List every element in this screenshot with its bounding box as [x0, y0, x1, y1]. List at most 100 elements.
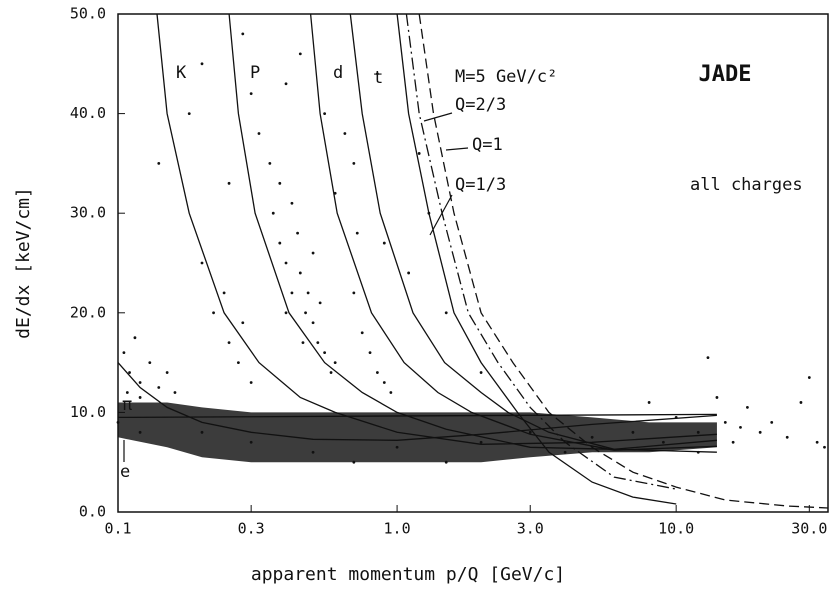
x-tick-label: 0.1 — [104, 520, 131, 538]
point — [298, 271, 302, 275]
point — [758, 430, 762, 434]
point — [323, 351, 327, 355]
k-label: K — [176, 63, 187, 83]
point — [528, 430, 532, 434]
y-tick-label: 50.0 — [70, 5, 106, 23]
t-label: t — [373, 68, 383, 88]
p-label: P — [250, 63, 260, 83]
mass-label: M=5 GeV/c² — [455, 67, 557, 87]
point — [241, 321, 245, 325]
point — [696, 430, 700, 434]
point — [479, 440, 483, 444]
point — [746, 406, 749, 409]
point — [200, 62, 204, 66]
x-tick-label: 0.3 — [238, 520, 265, 538]
point — [122, 351, 126, 355]
point — [647, 401, 651, 404]
curve — [117, 413, 717, 419]
point — [807, 376, 811, 379]
curve — [156, 13, 717, 445]
point — [360, 331, 364, 335]
point — [227, 181, 231, 185]
point — [323, 112, 327, 115]
point — [311, 251, 315, 255]
y-tick-label: 0.0 — [79, 503, 106, 521]
point — [200, 430, 204, 434]
d-label: d — [333, 63, 343, 83]
point — [165, 371, 169, 374]
y-tick-label: 20.0 — [70, 303, 106, 321]
point — [257, 132, 261, 135]
point — [301, 341, 305, 345]
arrow — [429, 194, 453, 236]
y-tick-label: 10.0 — [70, 403, 106, 421]
point — [799, 401, 803, 404]
curve — [396, 13, 677, 505]
point — [187, 112, 191, 115]
point — [157, 162, 161, 165]
x-tick-label: 10.0 — [658, 520, 694, 538]
point — [311, 450, 315, 454]
point — [706, 356, 710, 360]
point — [823, 445, 826, 449]
point — [284, 261, 288, 265]
e-label: e — [120, 462, 130, 482]
curve — [349, 13, 717, 453]
point — [133, 336, 137, 340]
point — [417, 152, 421, 155]
point — [368, 351, 372, 355]
q13-label: Q=1/3 — [455, 175, 506, 195]
point — [157, 386, 161, 389]
point — [318, 301, 322, 305]
point — [352, 162, 356, 165]
x-tick-label: 1.0 — [384, 520, 411, 538]
point — [236, 361, 240, 364]
point — [785, 435, 789, 439]
point — [241, 32, 245, 36]
point — [316, 341, 320, 345]
curve — [418, 13, 829, 509]
point — [125, 391, 129, 394]
point — [382, 381, 386, 384]
point — [479, 371, 483, 374]
point — [723, 420, 727, 424]
point — [290, 291, 294, 295]
point — [389, 391, 393, 394]
point — [355, 231, 359, 235]
point — [444, 311, 448, 315]
point — [444, 460, 448, 464]
charges-label: all charges — [690, 175, 803, 195]
curve — [228, 13, 717, 450]
arrows — [123, 112, 469, 462]
point — [212, 311, 215, 315]
point — [770, 420, 774, 424]
point — [138, 381, 142, 384]
x-axis-label: apparent momentum p/Q [GeV/c] — [251, 564, 565, 585]
point — [715, 396, 719, 399]
arrow — [423, 112, 453, 122]
point — [563, 450, 567, 454]
y-tick-label: 30.0 — [70, 204, 106, 222]
point — [352, 291, 356, 295]
point — [284, 82, 288, 86]
point — [298, 52, 302, 56]
point — [815, 440, 819, 444]
point — [284, 311, 288, 315]
point — [271, 211, 275, 215]
curve — [309, 13, 717, 451]
point — [739, 425, 742, 429]
point — [138, 430, 142, 434]
plot-frame — [117, 13, 829, 513]
point — [222, 291, 226, 295]
point — [333, 361, 337, 364]
point — [311, 321, 315, 325]
x-tick-label: 3.0 — [517, 520, 544, 538]
point — [138, 396, 142, 399]
point — [268, 162, 272, 165]
point — [631, 430, 635, 434]
point — [382, 241, 386, 245]
point — [290, 201, 294, 205]
point — [304, 311, 307, 315]
experiment-label: JADE — [699, 62, 752, 87]
